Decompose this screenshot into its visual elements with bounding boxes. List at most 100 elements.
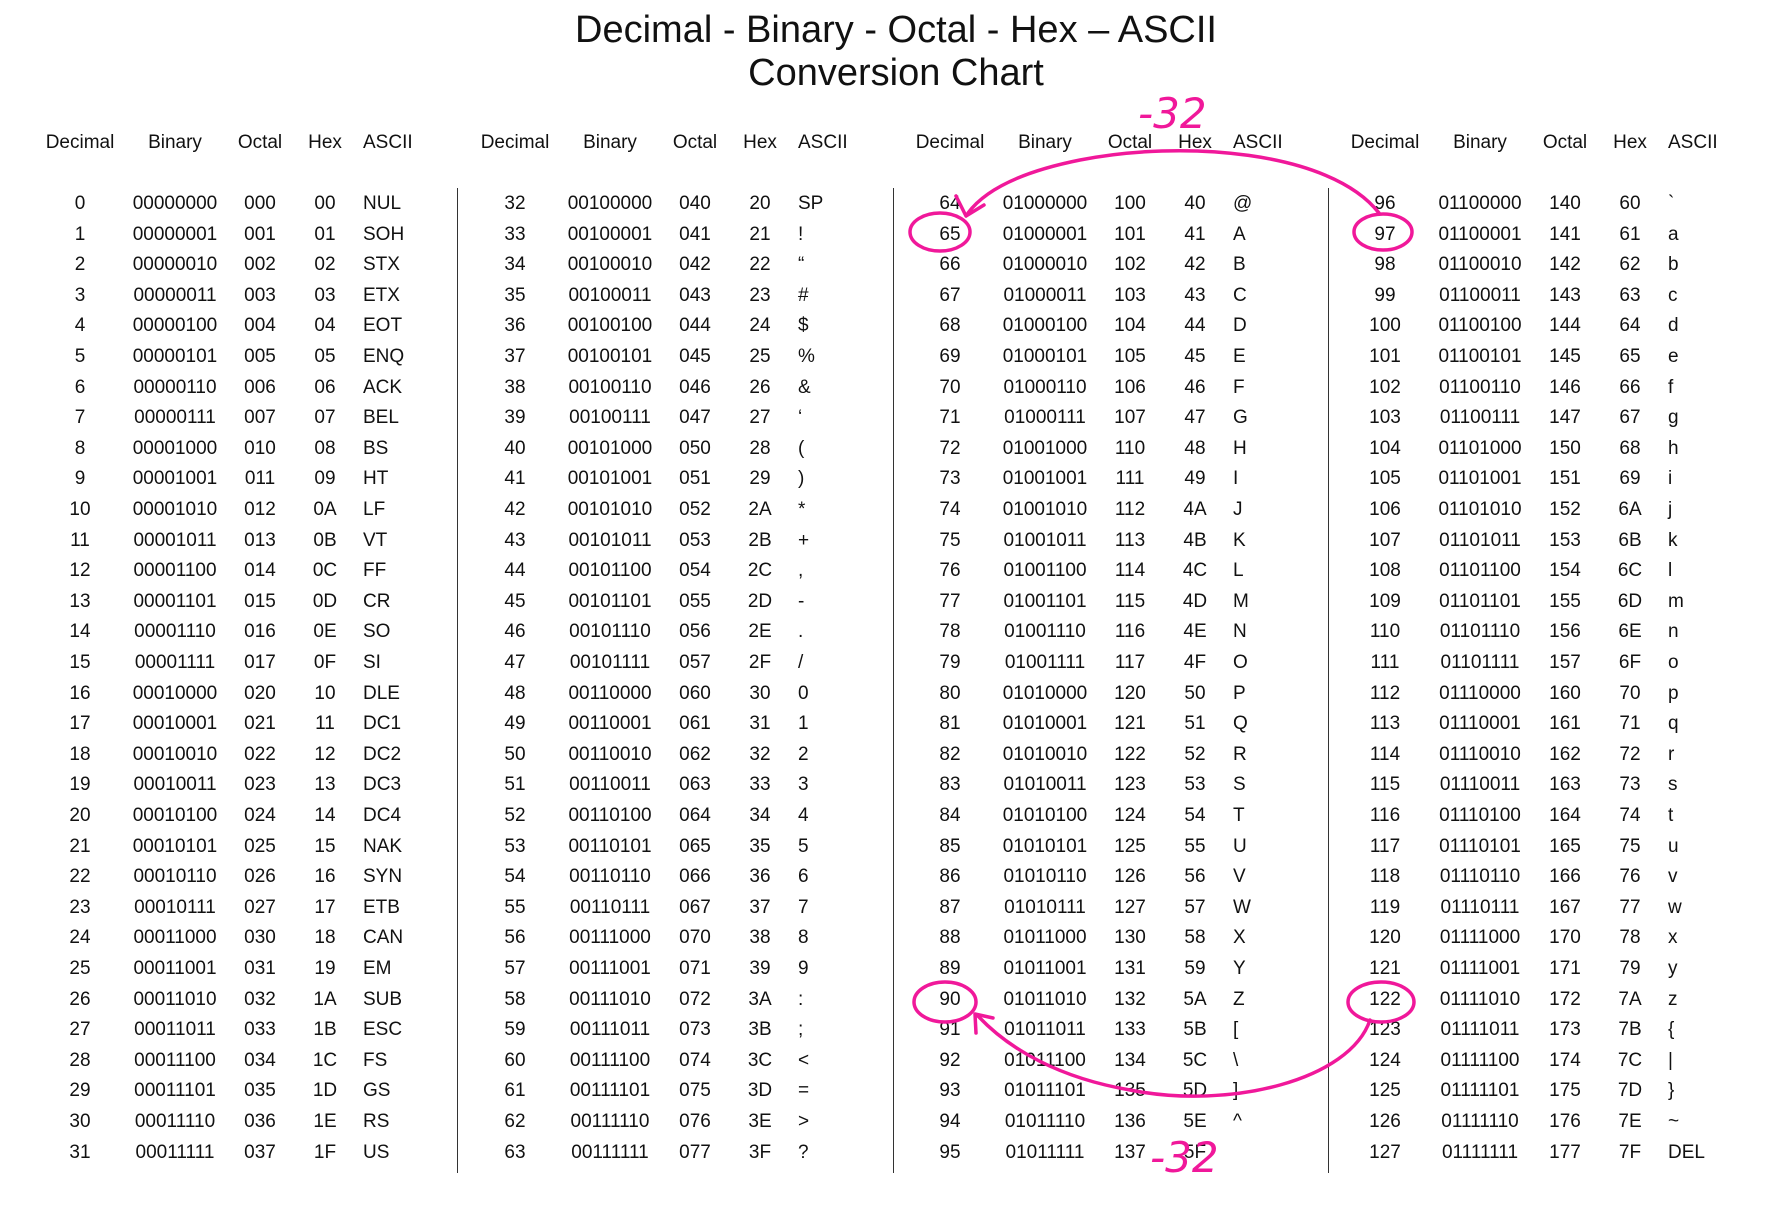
cell-hex-16: 10 bbox=[314, 682, 336, 704]
cell-bin-22: 00010110 bbox=[133, 866, 217, 888]
cell-dec-33: 33 bbox=[504, 223, 526, 245]
note-top-minus-32: -32 bbox=[1138, 89, 1207, 138]
cell-dec-122: 122 bbox=[1369, 988, 1401, 1010]
cell-hex-85: 55 bbox=[1184, 835, 1206, 857]
cell-hex-64: 40 bbox=[1184, 193, 1206, 214]
cell-asc-44: , bbox=[798, 560, 804, 582]
cell-hex-37: 25 bbox=[749, 346, 771, 367]
cell-bin-82: 01010010 bbox=[1002, 743, 1088, 765]
cell-oct-59: 073 bbox=[679, 1019, 711, 1041]
cell-bin-78: 01001110 bbox=[1004, 621, 1086, 643]
cell-dec-5: 5 bbox=[74, 346, 86, 367]
cell-hex-118: 76 bbox=[1619, 866, 1641, 888]
header-binary-1: Binary bbox=[148, 132, 202, 153]
cell-bin-112: 01110000 bbox=[1439, 682, 1521, 704]
cell-asc-65: A bbox=[1233, 223, 1246, 245]
cell-dec-29: 29 bbox=[69, 1080, 91, 1102]
cell-bin-92: 01011100 bbox=[1004, 1049, 1086, 1071]
cell-bin-62: 00111110 bbox=[570, 1111, 650, 1132]
cell-dec-13: 13 bbox=[69, 590, 91, 612]
cell-bin-10: 00001010 bbox=[132, 499, 218, 520]
cell-oct-40: 050 bbox=[679, 437, 711, 459]
cell-bin-54: 00110110 bbox=[569, 866, 651, 888]
cell-bin-73: 01001001 bbox=[1002, 468, 1088, 490]
cell-oct-114: 162 bbox=[1549, 743, 1581, 765]
cell-hex-55: 37 bbox=[749, 896, 771, 918]
cell-dec-35: 35 bbox=[504, 284, 526, 306]
cell-hex-7: 07 bbox=[314, 407, 336, 429]
cell-dec-65: 65 bbox=[939, 223, 961, 245]
cell-asc-31: US bbox=[363, 1141, 390, 1163]
cell-bin-86: 01010110 bbox=[1003, 866, 1087, 888]
cell-asc-93: ] bbox=[1233, 1080, 1239, 1102]
cell-oct-68: 104 bbox=[1114, 315, 1146, 337]
cell-dec-97: 97 bbox=[1374, 223, 1396, 245]
cell-dec-18: 18 bbox=[69, 743, 91, 765]
cell-oct-117: 165 bbox=[1549, 835, 1581, 857]
cell-hex-84: 54 bbox=[1184, 805, 1206, 826]
cell-asc-33: ! bbox=[798, 223, 804, 245]
cell-asc-47: / bbox=[798, 652, 804, 673]
cell-hex-46: 2E bbox=[748, 621, 772, 643]
cell-hex-87: 57 bbox=[1184, 896, 1206, 918]
cell-hex-1: 01 bbox=[314, 223, 336, 245]
cell-bin-13: 00001101 bbox=[133, 590, 217, 612]
cell-hex-99: 63 bbox=[1619, 284, 1641, 306]
cell-asc-122: z bbox=[1668, 988, 1678, 1010]
cell-oct-76: 114 bbox=[1114, 560, 1146, 582]
cell-hex-57: 39 bbox=[749, 958, 771, 979]
cell-hex-119: 77 bbox=[1619, 896, 1641, 918]
cell-oct-82: 122 bbox=[1114, 743, 1146, 765]
cell-hex-10: 0A bbox=[313, 499, 337, 520]
cell-bin-55: 00110111 bbox=[569, 896, 651, 918]
cell-asc-30: RS bbox=[363, 1111, 390, 1132]
cell-hex-68: 44 bbox=[1184, 315, 1206, 337]
cell-hex-69: 45 bbox=[1184, 346, 1206, 367]
cell-hex-26: 1A bbox=[313, 988, 337, 1010]
cell-asc-81: Q bbox=[1233, 713, 1248, 735]
cell-asc-45: - bbox=[798, 590, 805, 612]
cell-dec-3: 3 bbox=[74, 284, 86, 306]
cell-bin-70: 01000110 bbox=[1003, 376, 1087, 398]
cell-dec-89: 89 bbox=[939, 958, 961, 979]
cell-oct-123: 173 bbox=[1549, 1019, 1581, 1041]
cell-asc-21: NAK bbox=[363, 835, 403, 857]
cell-dec-121: 121 bbox=[1369, 958, 1401, 979]
cell-hex-126: 7E bbox=[1618, 1111, 1642, 1132]
cell-dec-59: 59 bbox=[504, 1019, 526, 1041]
cell-dec-99: 99 bbox=[1374, 284, 1396, 306]
cell-dec-4: 4 bbox=[74, 315, 86, 337]
cell-asc-100: d bbox=[1668, 315, 1679, 337]
cell-asc-71: G bbox=[1233, 407, 1248, 429]
cell-oct-104: 150 bbox=[1549, 437, 1581, 459]
cell-asc-51: 3 bbox=[798, 774, 809, 796]
cell-dec-117: 117 bbox=[1369, 835, 1401, 857]
cell-asc-23: ETB bbox=[363, 896, 400, 918]
cell-hex-107: 6B bbox=[1618, 529, 1642, 551]
cell-dec-53: 53 bbox=[504, 835, 526, 857]
header-ascii-2: ASCII bbox=[798, 132, 848, 153]
cell-dec-109: 109 bbox=[1369, 590, 1401, 612]
cell-oct-25: 031 bbox=[244, 958, 276, 979]
cell-dec-38: 38 bbox=[504, 376, 526, 398]
cell-oct-98: 142 bbox=[1549, 254, 1581, 276]
cell-bin-100: 01100100 bbox=[1438, 315, 1522, 337]
cell-asc-37: % bbox=[798, 346, 815, 367]
cell-hex-61: 3D bbox=[747, 1080, 773, 1102]
cell-oct-81: 121 bbox=[1114, 713, 1146, 735]
cell-oct-20: 024 bbox=[244, 805, 276, 826]
cell-asc-48: 0 bbox=[798, 682, 809, 704]
cell-dec-84: 84 bbox=[939, 805, 961, 826]
cell-bin-66: 01000010 bbox=[1002, 254, 1088, 276]
cell-bin-110: 01101110 bbox=[1439, 621, 1521, 643]
cell-oct-41: 051 bbox=[679, 468, 711, 490]
cell-hex-43: 2B bbox=[748, 529, 772, 551]
cell-asc-72: H bbox=[1233, 437, 1247, 459]
cell-dec-92: 92 bbox=[939, 1049, 961, 1071]
cell-asc-50: 2 bbox=[798, 743, 809, 765]
cell-asc-97: a bbox=[1668, 223, 1679, 245]
header-decimal-2: Decimal bbox=[480, 132, 550, 153]
cell-hex-52: 34 bbox=[749, 805, 771, 826]
cell-oct-111: 157 bbox=[1549, 652, 1581, 673]
cell-dec-80: 80 bbox=[939, 682, 961, 704]
